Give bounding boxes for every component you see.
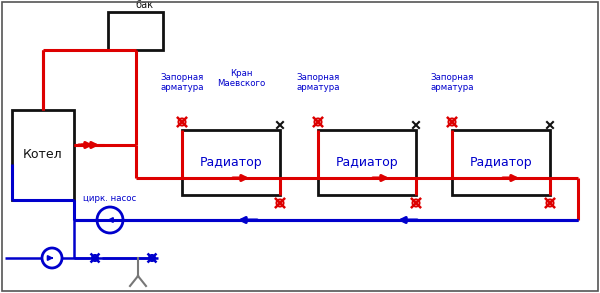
Text: Радиатор: Радиатор [470, 156, 532, 169]
FancyBboxPatch shape [182, 130, 280, 195]
Text: Кран
Маевского: Кран Маевского [217, 69, 265, 88]
Text: Запорная
арматура: Запорная арматура [430, 73, 474, 92]
Text: Котел: Котел [23, 149, 63, 161]
FancyBboxPatch shape [12, 110, 74, 200]
Text: Запорная
арматура: Запорная арматура [296, 73, 340, 92]
FancyBboxPatch shape [452, 130, 550, 195]
Text: цирк. насос: цирк. насос [83, 194, 137, 203]
Text: Запорная
арматура: Запорная арматура [160, 73, 204, 92]
FancyBboxPatch shape [318, 130, 416, 195]
Text: Радиатор: Радиатор [335, 156, 398, 169]
FancyBboxPatch shape [108, 12, 163, 50]
Text: Радиатор: Радиатор [200, 156, 262, 169]
Text: Расширительный
бак: Расширительный бак [136, 0, 225, 10]
